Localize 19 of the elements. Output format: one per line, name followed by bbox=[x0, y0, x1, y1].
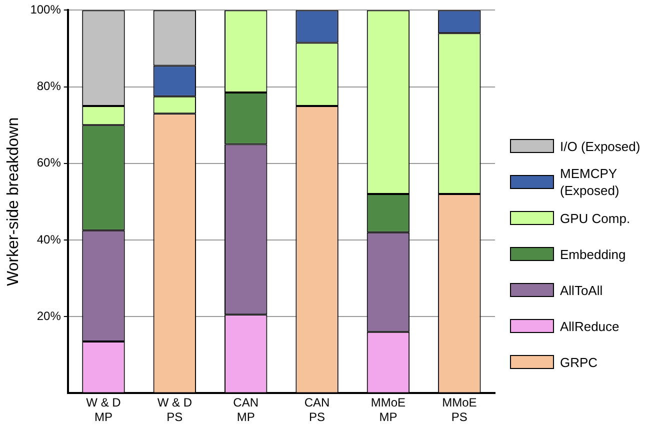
x-tick-label: CAN MP bbox=[233, 396, 259, 424]
legend-label: GRPC bbox=[560, 354, 598, 370]
y-tick-label: 40% bbox=[36, 232, 62, 246]
x-tick-label: MMoE PS bbox=[442, 396, 477, 424]
y-tick-label: 20% bbox=[36, 308, 62, 323]
legend-label: GPU Comp. bbox=[560, 210, 630, 226]
legend-label: Embedding bbox=[560, 246, 626, 262]
legend-label: MEMCPY (Exposed) bbox=[560, 165, 620, 199]
y-tick-label: 60% bbox=[36, 156, 62, 170]
y-axis-title: Worker-side breakdown bbox=[5, 117, 22, 286]
x-tick-label: MMoE MP bbox=[370, 396, 406, 424]
y-tick-label: 80% bbox=[36, 79, 62, 94]
legend-label: AllReduce bbox=[560, 318, 620, 334]
legend-label: I/O (Exposed) bbox=[560, 138, 640, 154]
x-tick-label: W & D PS bbox=[157, 396, 192, 424]
x-tick-label: CAN PS bbox=[304, 396, 330, 424]
y-tick-label: 100% bbox=[30, 2, 62, 17]
legend-label: AllToAll bbox=[560, 282, 603, 298]
x-tick-label: W & D MP bbox=[86, 396, 122, 424]
